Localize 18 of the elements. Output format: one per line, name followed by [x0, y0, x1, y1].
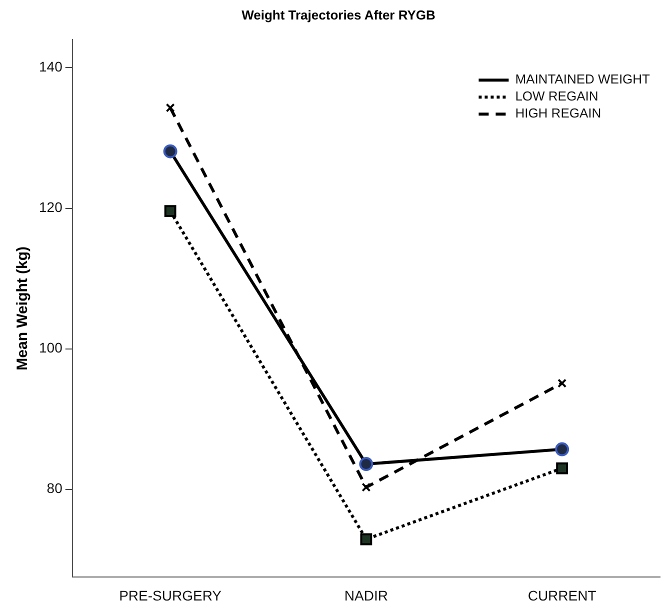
- legend-label: MAINTAINED WEIGHT: [515, 72, 650, 87]
- point: [556, 462, 568, 474]
- point: [362, 482, 371, 492]
- x-tick-label: NADIR: [344, 587, 388, 604]
- y-tick-label: 100: [39, 340, 63, 356]
- y-tick-label: 80: [46, 480, 63, 496]
- legend-label: HIGH REGAIN: [515, 106, 602, 121]
- point: [360, 533, 372, 546]
- y-tick-label: 140: [39, 58, 63, 75]
- y-axis-title: Mean Weight (kg): [14, 246, 32, 370]
- x-tick-label: PRE-SURGERY: [119, 587, 222, 604]
- x-tick-label: CURRENT: [528, 587, 597, 604]
- point: [558, 378, 567, 388]
- point: [164, 205, 176, 218]
- chart-title: Weight Trajectories After RYGB: [242, 7, 436, 22]
- point: [166, 103, 175, 112]
- legend-label: LOW REGAIN: [515, 88, 598, 104]
- y-tick-label: 120: [39, 199, 63, 216]
